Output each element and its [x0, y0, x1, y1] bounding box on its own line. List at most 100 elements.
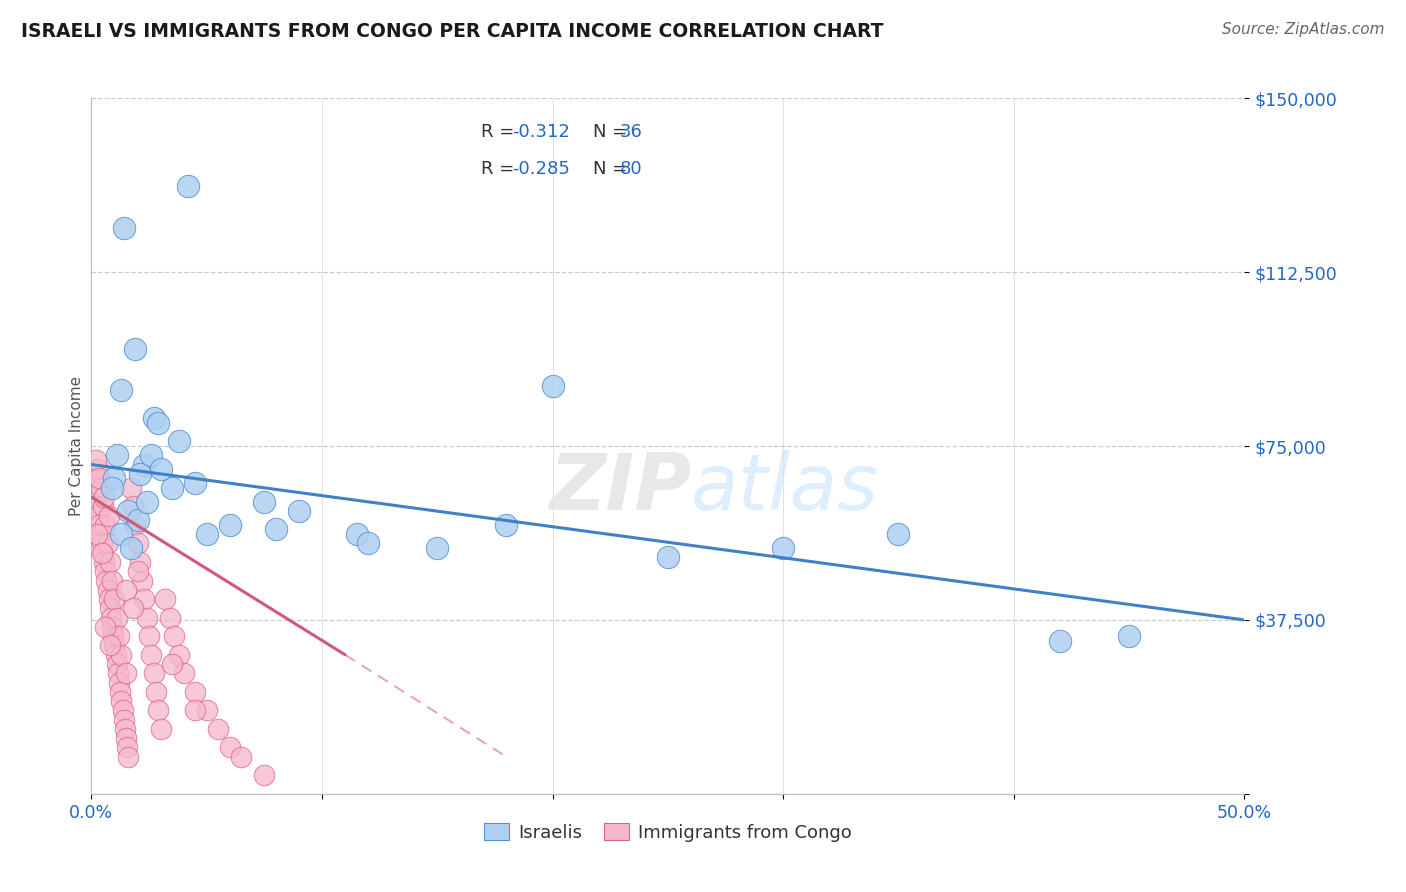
Point: [105, 657, 128, 671]
Point: [86, 527, 108, 541]
Point: [145, 685, 167, 699]
Point: [93, 555, 115, 569]
Point: [135, 494, 157, 508]
Point: [127, 564, 149, 578]
Point: [110, 648, 132, 662]
Point: [108, 675, 131, 690]
Point: [138, 629, 160, 643]
Legend: Israelis, Immigrants from Congo: Israelis, Immigrants from Congo: [475, 814, 860, 851]
Point: [148, 416, 170, 430]
Text: -0.285: -0.285: [512, 160, 569, 178]
Point: [184, 476, 207, 491]
Point: [101, 481, 124, 495]
Text: 36: 36: [620, 122, 643, 141]
Point: [96, 582, 118, 597]
Point: [103, 639, 125, 653]
Point: [127, 536, 149, 550]
Point: [115, 740, 138, 755]
Point: [184, 703, 207, 717]
Point: [426, 541, 449, 555]
Point: [97, 592, 120, 607]
Point: [207, 722, 229, 736]
Point: [98, 555, 121, 569]
Point: [110, 384, 132, 398]
Text: R =: R =: [481, 122, 520, 141]
Point: [218, 517, 240, 532]
Point: [101, 620, 124, 634]
Point: [148, 703, 170, 717]
Point: [153, 592, 176, 607]
Point: [115, 731, 138, 746]
Point: [94, 517, 117, 532]
Point: [115, 666, 138, 681]
Point: [110, 685, 132, 699]
Point: [541, 378, 564, 392]
Point: [115, 582, 138, 597]
Point: [657, 550, 679, 565]
Point: [112, 713, 135, 727]
Point: [134, 592, 156, 607]
Point: [131, 574, 153, 588]
Point: [98, 639, 121, 653]
Point: [111, 703, 134, 717]
Point: [89, 517, 111, 532]
Point: [1118, 629, 1140, 643]
Point: [108, 629, 131, 643]
Point: [117, 749, 139, 764]
Point: [86, 500, 108, 514]
Point: [101, 574, 124, 588]
Point: [103, 592, 125, 607]
Point: [96, 574, 118, 588]
Point: [141, 448, 163, 462]
Point: [84, 453, 107, 467]
Point: [231, 749, 253, 764]
Point: [87, 508, 110, 523]
Point: [90, 527, 112, 541]
Point: [1049, 633, 1071, 648]
Point: [124, 342, 146, 356]
Point: [218, 740, 240, 755]
Point: [83, 471, 105, 485]
Point: [142, 411, 165, 425]
Point: [122, 601, 145, 615]
Point: [167, 648, 190, 662]
Text: ZIP: ZIP: [548, 450, 690, 525]
Point: [167, 434, 190, 449]
Point: [90, 546, 112, 560]
Point: [84, 490, 107, 504]
Point: [253, 494, 276, 508]
Point: [128, 467, 150, 481]
Point: [120, 541, 142, 555]
Text: Source: ZipAtlas.com: Source: ZipAtlas.com: [1222, 22, 1385, 37]
Point: [96, 536, 118, 550]
Point: [357, 536, 380, 550]
Point: [195, 527, 218, 541]
Point: [94, 564, 117, 578]
Point: [163, 629, 186, 643]
Point: [122, 500, 145, 514]
Point: [134, 458, 156, 472]
Point: [97, 508, 120, 523]
Point: [112, 221, 135, 235]
Point: [160, 481, 183, 495]
Point: [110, 527, 132, 541]
Text: atlas: atlas: [690, 450, 879, 525]
Point: [127, 513, 149, 527]
Point: [94, 620, 117, 634]
Point: [346, 527, 368, 541]
Point: [107, 666, 129, 681]
Y-axis label: Per Capita Income: Per Capita Income: [69, 376, 84, 516]
Text: -0.312: -0.312: [512, 122, 569, 141]
Point: [173, 666, 195, 681]
Point: [90, 481, 112, 495]
Point: [184, 685, 207, 699]
Point: [772, 541, 794, 555]
Point: [149, 462, 172, 476]
Point: [90, 536, 112, 550]
Point: [100, 610, 122, 624]
Point: [114, 722, 136, 736]
Point: [149, 722, 172, 736]
Point: [495, 517, 517, 532]
Point: [103, 471, 125, 485]
Text: 80: 80: [620, 160, 643, 178]
